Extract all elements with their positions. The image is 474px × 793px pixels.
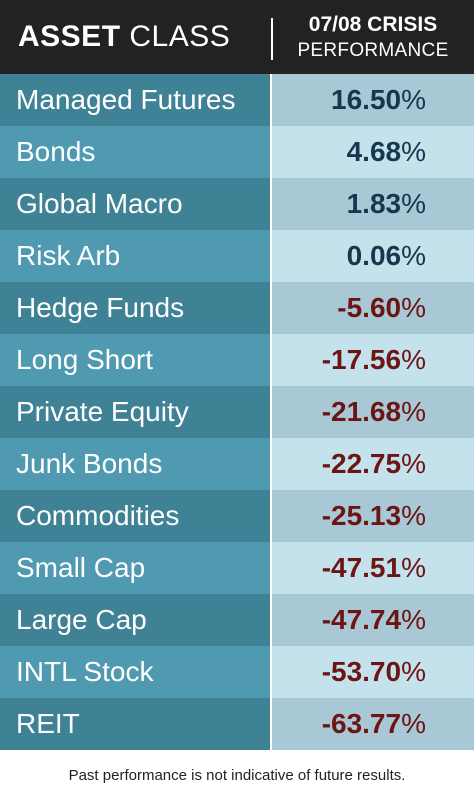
percent-sign: % (401, 448, 426, 479)
performance-value: -5.60% (272, 282, 474, 334)
performance-value: -63.77% (272, 698, 474, 750)
asset-class-header-light: CLASS (129, 20, 231, 53)
asset-class-name: INTL Stock (0, 646, 270, 698)
performance-number: -21.68 (321, 396, 402, 427)
percent-sign: % (401, 344, 426, 375)
asset-class-name: Commodities (0, 490, 270, 542)
performance-number: 1.83 (346, 188, 402, 219)
table-body: Managed Futures 16.50% Bonds 4.68% Global Ma… (0, 74, 474, 750)
asset-class-name: Bonds (0, 126, 270, 178)
table-row: Large Cap -47.74% (0, 594, 474, 646)
asset-class-name: Hedge Funds (0, 282, 270, 334)
asset-class-name: Global Macro (0, 178, 270, 230)
performance-number: -53.70 (321, 656, 402, 687)
percent-sign: % (401, 240, 426, 271)
asset-class-name: REIT (0, 698, 270, 750)
asset-class-name: Large Cap (0, 594, 270, 646)
performance-value: -53.70% (272, 646, 474, 698)
performance-value: -25.13% (272, 490, 474, 542)
performance-number: 16.50 (331, 84, 402, 115)
performance-value: -47.74% (272, 594, 474, 646)
table-row: Private Equity -21.68% (0, 386, 474, 438)
column-divider (270, 386, 272, 438)
asset-class-header-bold: ASSET (18, 20, 121, 53)
column-divider (270, 438, 272, 490)
percent-sign: % (401, 396, 426, 427)
performance-number: -63.77 (321, 708, 402, 739)
table-row: Commodities -25.13% (0, 490, 474, 542)
percent-sign: % (401, 552, 426, 583)
column-divider (270, 490, 272, 542)
footnote: Past performance is not indicative of fu… (68, 767, 406, 784)
percent-sign: % (401, 604, 426, 635)
performance-value: 4.68% (272, 126, 474, 178)
asset-class-name: Small Cap (0, 542, 270, 594)
performance-number: -25.13 (321, 500, 402, 531)
performance-number: 0.06 (346, 240, 402, 271)
performance-header-bottom: PERFORMANCE (297, 40, 449, 61)
table-row: Managed Futures 16.50% (0, 74, 474, 126)
column-divider (270, 646, 272, 698)
performance-value: 16.50% (272, 74, 474, 126)
performance-value: -17.56% (272, 334, 474, 386)
table-row: INTL Stock -53.70% (0, 646, 474, 698)
table-row: Small Cap -47.51% (0, 542, 474, 594)
asset-class-header: ASSET CLASS (18, 20, 230, 54)
performance-number: -17.56 (321, 344, 402, 375)
asset-class-name: Junk Bonds (0, 438, 270, 490)
column-divider (270, 178, 272, 230)
column-divider (270, 126, 272, 178)
table-row: Risk Arb 0.06% (0, 230, 474, 282)
column-divider (270, 334, 272, 386)
percent-sign: % (401, 188, 426, 219)
performance-header-top: 07/08 CRISIS (308, 13, 438, 36)
performance-number: -5.60 (337, 292, 402, 323)
column-divider (270, 282, 272, 334)
percent-sign: % (401, 84, 426, 115)
performance-header: 07/08 CRISIS PERFORMANCE (280, 12, 466, 64)
performance-value: -47.51% (272, 542, 474, 594)
table-row: REIT -63.77% (0, 698, 474, 750)
table-row: Hedge Funds -5.60% (0, 282, 474, 334)
percent-sign: % (401, 136, 426, 167)
performance-value: -21.68% (272, 386, 474, 438)
table-row: Junk Bonds -22.75% (0, 438, 474, 490)
asset-class-name: Private Equity (0, 386, 270, 438)
percent-sign: % (401, 656, 426, 687)
performance-number: -22.75 (321, 448, 402, 479)
asset-class-name: Long Short (0, 334, 270, 386)
asset-class-name: Risk Arb (0, 230, 270, 282)
performance-number: 4.68 (346, 136, 402, 167)
performance-number: -47.51 (321, 552, 402, 583)
header-divider (271, 18, 273, 60)
percent-sign: % (401, 500, 426, 531)
percent-sign: % (401, 708, 426, 739)
table-header: ASSET CLASS 07/08 CRISIS PERFORMANCE (0, 0, 474, 74)
performance-value: 1.83% (272, 178, 474, 230)
performance-value: -22.75% (272, 438, 474, 490)
column-divider (270, 698, 272, 750)
performance-number: -47.74 (321, 604, 402, 635)
table-row: Bonds 4.68% (0, 126, 474, 178)
table-row: Long Short -17.56% (0, 334, 474, 386)
column-divider (270, 542, 272, 594)
asset-class-name: Managed Futures (0, 74, 270, 126)
column-divider (270, 230, 272, 282)
performance-value: 0.06% (272, 230, 474, 282)
percent-sign: % (401, 292, 426, 323)
column-divider (270, 74, 272, 126)
column-divider (270, 594, 272, 646)
table-row: Global Macro 1.83% (0, 178, 474, 230)
